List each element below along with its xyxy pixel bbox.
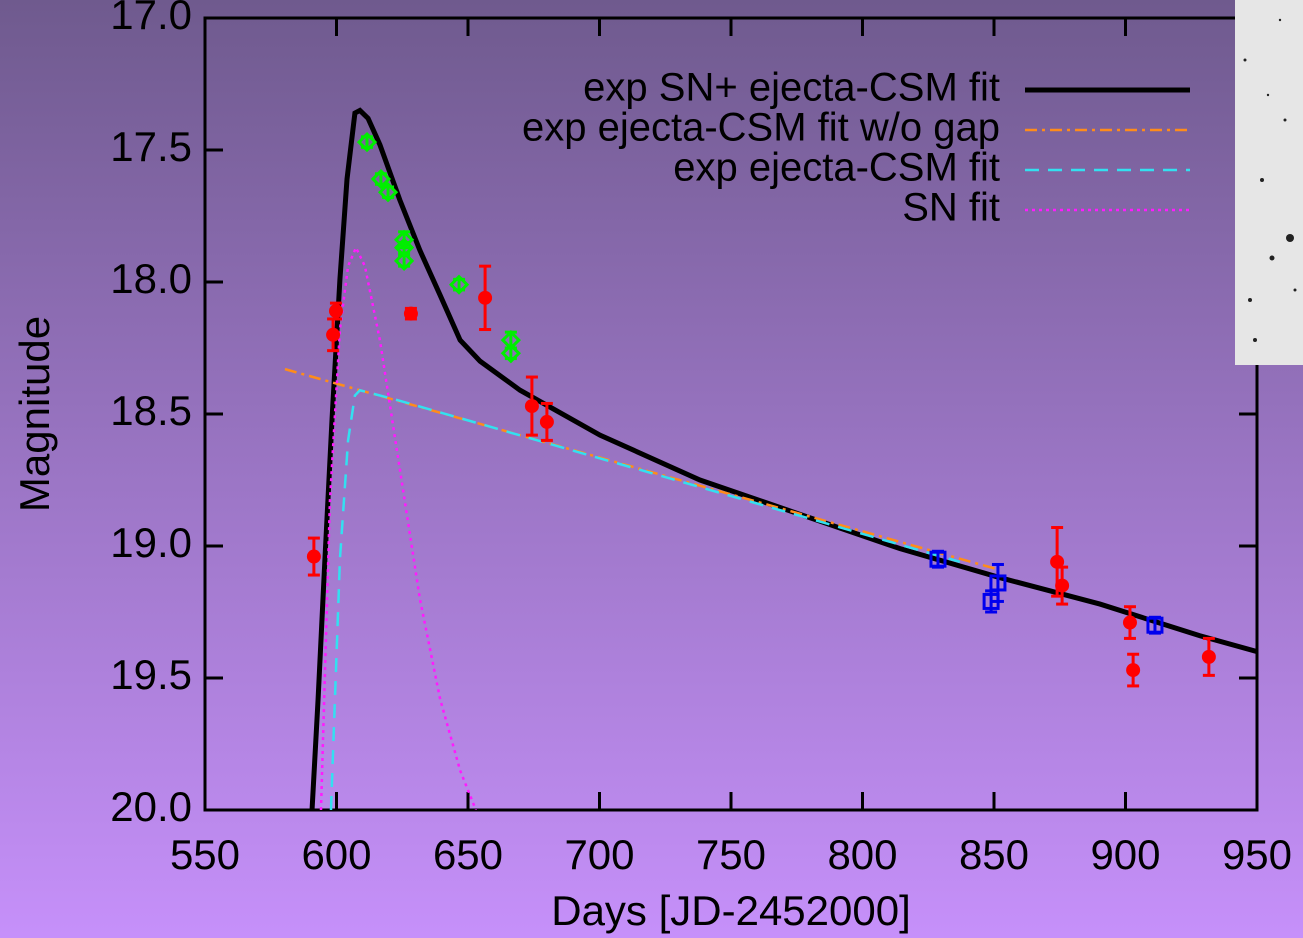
data-point: [1126, 663, 1141, 678]
data-point: [306, 549, 321, 564]
inset-speck: [1286, 234, 1294, 242]
data-point: [393, 250, 415, 272]
y-axis-label: Magnitude: [11, 316, 58, 512]
data-point: [524, 399, 539, 414]
data-layer: [284, 107, 1257, 810]
error-bar: [991, 562, 1004, 603]
x-tick-label: 550: [170, 831, 240, 878]
y-tick-label: 17.5: [110, 123, 192, 170]
data-point: [478, 290, 493, 305]
fit-line: [329, 388, 961, 810]
x-tick-label: 900: [1090, 831, 1160, 878]
data-point: [356, 131, 378, 153]
plot-area: 550 600 650 700 750 800 850 900 950 17.0 17.5 18.0 1…: [110, 0, 1292, 878]
inset-image: [1235, 0, 1303, 365]
legend-label: exp ejecta-CSM fit: [673, 146, 1000, 190]
inset-speck: [1269, 255, 1275, 261]
data-point: [929, 550, 947, 568]
y-tick-label: 17.0: [110, 0, 192, 38]
data-point: [1050, 554, 1065, 569]
x-axis-label: Days [JD-2452000]: [551, 887, 911, 934]
legend-label: exp ejecta-CSM fit w/o gap: [522, 106, 1000, 150]
data-point: [1055, 578, 1070, 593]
data-point: [1122, 615, 1137, 630]
inset-speck: [1266, 93, 1270, 97]
inset-speck: [1248, 298, 1252, 302]
fit-line: [284, 367, 1000, 571]
y-tick-label: 18.5: [110, 387, 192, 434]
inset-speck: [1283, 118, 1287, 122]
fit-line: [319, 244, 478, 810]
legend-label: SN fit: [902, 186, 1000, 230]
x-tick-label: 700: [564, 831, 634, 878]
inset-speck: [1253, 338, 1257, 342]
y-tick-label: 19.5: [110, 651, 192, 698]
data-point: [377, 182, 399, 203]
data-point: [370, 168, 392, 190]
data-point: [328, 304, 343, 319]
data-point: [539, 414, 554, 429]
inset-speck: [1293, 288, 1297, 292]
legend-label: exp SN+ ejecta-CSM fit: [583, 66, 1000, 110]
data-point: [1146, 616, 1164, 634]
inset-speck: [1278, 18, 1282, 22]
data-point: [403, 306, 418, 321]
data-point: [500, 343, 521, 364]
inset-speck: [1243, 58, 1247, 62]
inset-background: [1235, 0, 1303, 365]
x-tick-label: 950: [1222, 831, 1292, 878]
data-point: [448, 274, 470, 295]
y-tick-label: 19.0: [110, 519, 192, 566]
data-point: [1201, 649, 1216, 664]
x-tick-label: 850: [959, 831, 1029, 878]
x-tick-label: 800: [827, 831, 897, 878]
x-tick-label: 600: [301, 831, 371, 878]
x-tick-label: 650: [433, 831, 503, 878]
data-point: [326, 327, 341, 342]
inset-speck: [1260, 178, 1264, 182]
y-tick-label: 20.0: [110, 783, 192, 830]
x-tick-label: 750: [696, 831, 766, 878]
data-point: [989, 574, 1007, 592]
y-tick-label: 18.0: [110, 255, 192, 302]
